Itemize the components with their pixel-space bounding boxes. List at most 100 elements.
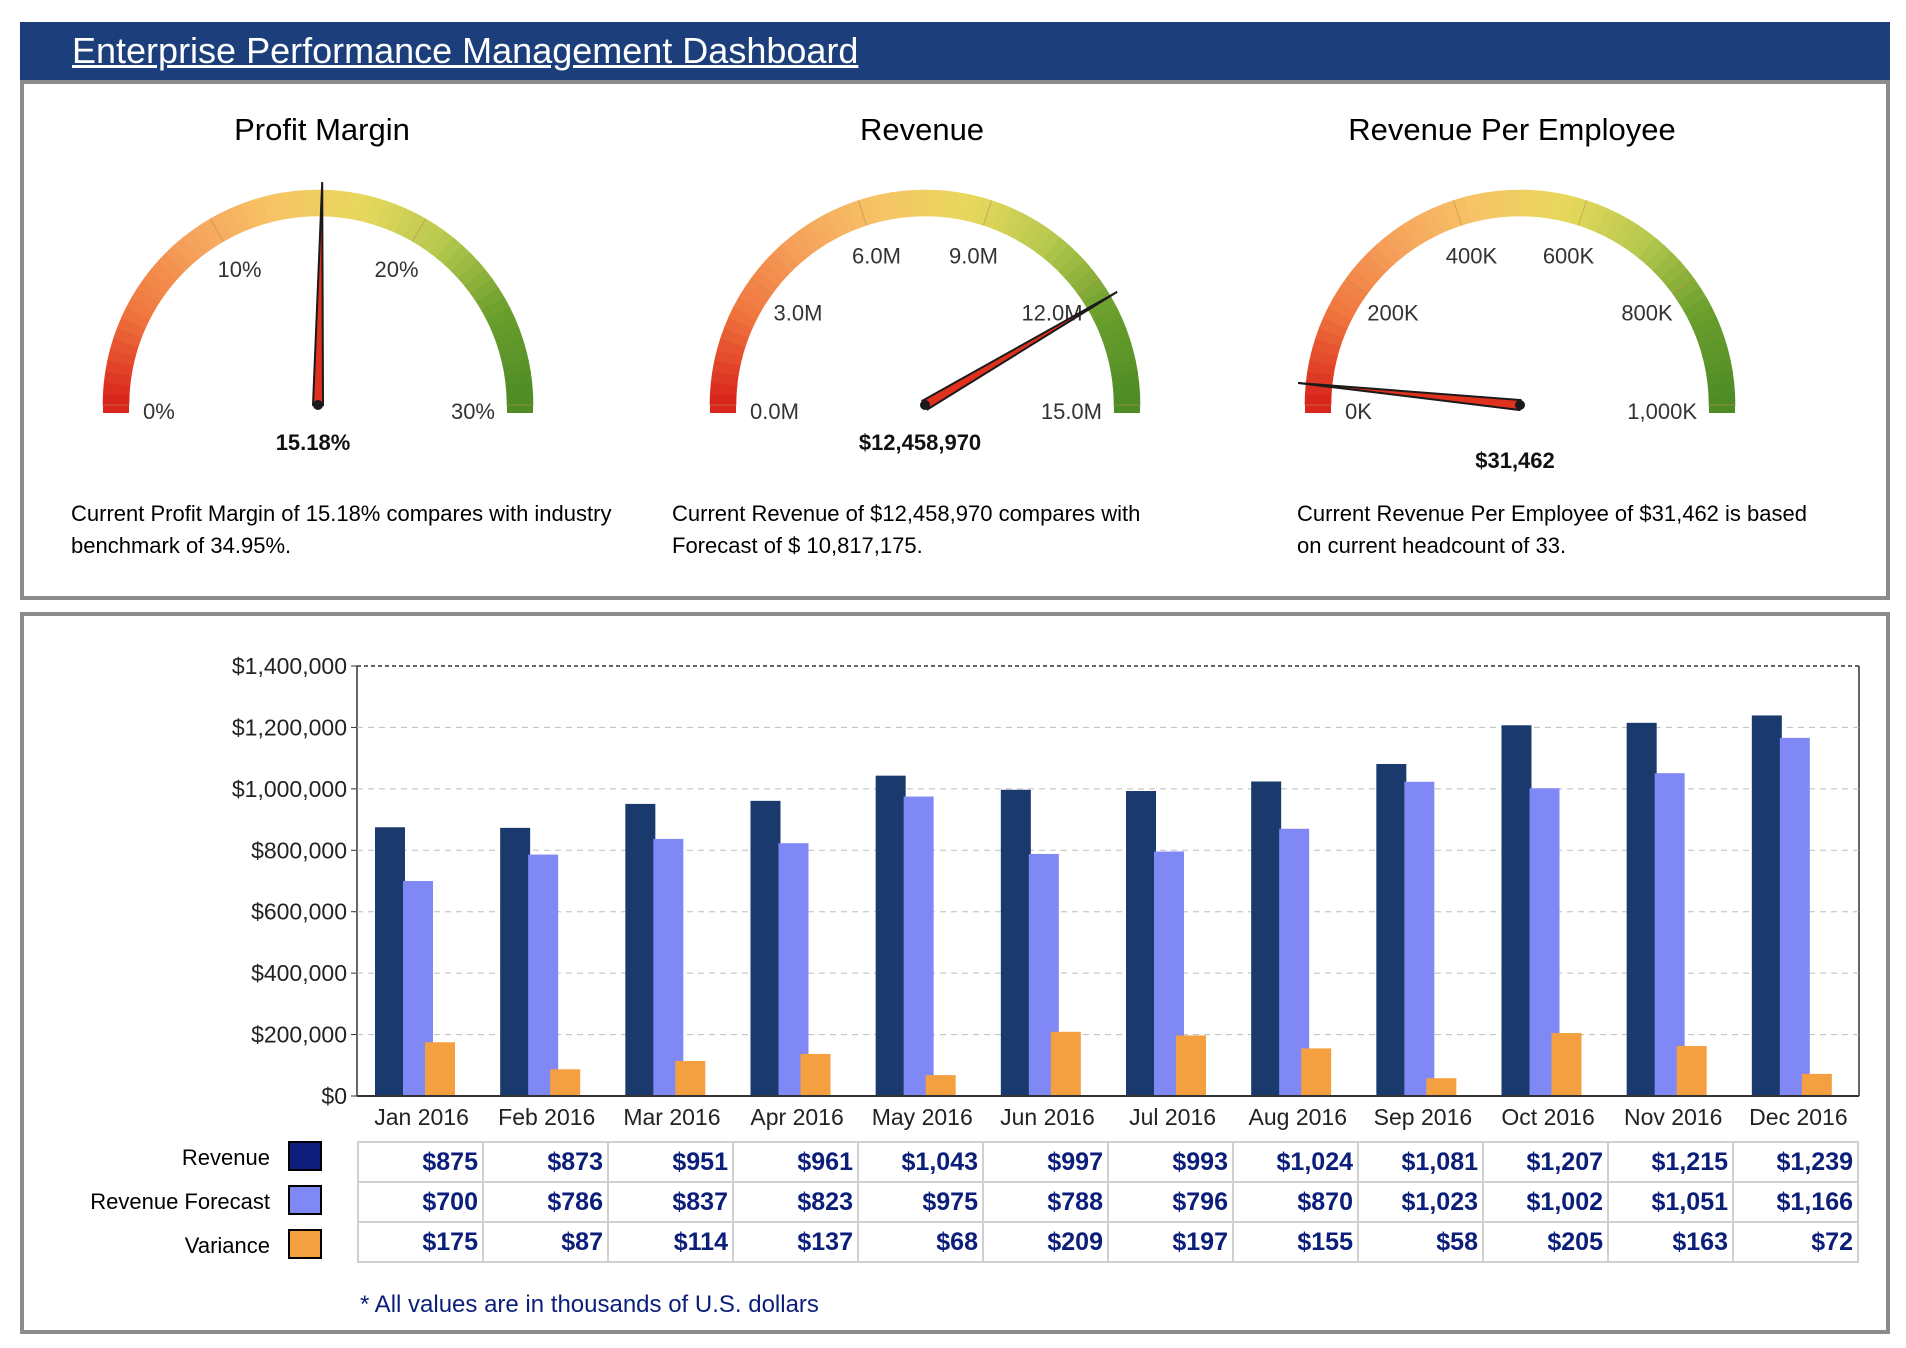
bar-revenue	[1501, 725, 1532, 1096]
bar-variance	[550, 1069, 581, 1096]
gauge-tick-label: 6.0M	[852, 244, 901, 269]
table-cell: $975	[857, 1181, 984, 1223]
bar-revenue-forecast	[528, 854, 559, 1096]
table-row: $875 $873 $951 $961 $1,043 $997 $993 $1,024 $1,0…	[357, 1141, 1859, 1183]
gauge-tick	[210, 218, 224, 242]
table-cell: $951	[607, 1141, 734, 1183]
gauge-needle	[921, 290, 1118, 411]
bar-variance	[425, 1042, 455, 1096]
table-cell: $1,043	[857, 1141, 984, 1183]
y-tick-label: $1,400,000	[232, 653, 347, 679]
x-tick-label: Oct 2016	[1501, 1104, 1594, 1130]
table-cell: $58	[1357, 1221, 1484, 1263]
y-tick-label: $1,200,000	[232, 714, 347, 740]
table-cell: $870	[1232, 1181, 1359, 1223]
gauge-arc-base-left	[103, 403, 129, 413]
gauge-tick	[1077, 278, 1100, 295]
gauge-arc-base-right	[1709, 403, 1735, 413]
gauge-tick-label: 12.0M	[1021, 301, 1082, 326]
gauge-tick-label: 1,000K	[1627, 399, 1697, 424]
gauge-needle-hub	[1515, 400, 1525, 410]
bar-revenue-forecast	[653, 838, 684, 1096]
legend-swatch-revenue	[288, 1141, 322, 1171]
x-tick-label: Sep 2016	[1374, 1104, 1472, 1130]
table-row: $700 $786 $837 $823 $975 $788 $796 $870 $1,023 $1…	[357, 1181, 1859, 1223]
bar-revenue	[625, 803, 656, 1096]
table-cell: $823	[732, 1181, 859, 1223]
gauge-tick	[1345, 278, 1368, 295]
bar-variance	[1801, 1073, 1832, 1096]
bar-variance	[1426, 1078, 1457, 1096]
bar-revenue	[1376, 763, 1407, 1096]
gauge-arc-base-right	[507, 403, 533, 413]
gauge-tick-label: 30%	[451, 399, 495, 424]
bar-revenue	[1000, 789, 1031, 1096]
table-cell: $875	[357, 1141, 484, 1183]
gauges-svg: 0% 10% 20% 30% 15.18% 0.0M 3.0M 6.0M 9.0M 12.0M 15…	[102, 181, 1736, 473]
gauge-tick-label: 3.0M	[774, 301, 823, 326]
bar-variance	[925, 1075, 956, 1096]
gauge-profit-margin: 0% 10% 20% 30% 15.18%	[102, 181, 534, 455]
legend-swatch-forecast	[288, 1185, 322, 1215]
table-cell: $197	[1107, 1221, 1234, 1263]
y-tick-label: $200,000	[251, 1022, 347, 1048]
gauge-tick	[750, 278, 773, 295]
title-bar: Enterprise Performance Management Dashbo…	[20, 22, 1890, 80]
y-tick-label: $600,000	[251, 899, 347, 925]
table-cell: $68	[857, 1221, 984, 1263]
x-tick-label: Mar 2016	[623, 1104, 720, 1130]
gauge-tick	[858, 200, 868, 226]
table-cell: $1,239	[1732, 1141, 1859, 1183]
table-cell: $786	[482, 1181, 609, 1223]
bar-variance	[1551, 1033, 1582, 1096]
gauge-tick-label: 0K	[1345, 399, 1372, 424]
bar-variance	[675, 1060, 706, 1096]
table-cell: $837	[607, 1181, 734, 1223]
gauge-tick-label: 0%	[143, 399, 175, 424]
x-tick-label: Jan 2016	[374, 1104, 469, 1130]
bar-variance	[1301, 1048, 1332, 1096]
gauge-needle-hub	[313, 400, 323, 410]
x-tick-label: Apr 2016	[750, 1104, 843, 1130]
gauge-tick	[1453, 200, 1463, 226]
bar-revenue	[500, 827, 531, 1096]
table-cell: $209	[982, 1221, 1109, 1263]
gauge-arc-segment	[506, 393, 534, 407]
table-cell: $700	[357, 1181, 484, 1223]
x-tick-label: Jun 2016	[1000, 1104, 1095, 1130]
legend-label-revenue: Revenue	[181, 1145, 270, 1170]
table-cell: $163	[1607, 1221, 1734, 1263]
table-cell: $993	[1107, 1141, 1234, 1183]
bar-revenue-forecast	[1779, 737, 1810, 1096]
dashboard-title-link[interactable]: Enterprise Performance Management Dashbo…	[72, 30, 859, 71]
table-cell: $205	[1482, 1221, 1609, 1263]
bar-revenue	[375, 827, 405, 1096]
bar-revenue	[1251, 781, 1282, 1096]
gauge-revenue-per-employee: 0K 200K 400K 600K 800K 1,000K $31,462	[1297, 189, 1736, 473]
gauge-arc-segment	[913, 189, 927, 217]
legend-swatch-variance	[288, 1229, 322, 1259]
x-tick-label: Dec 2016	[1749, 1104, 1847, 1130]
gauge-arc-base-left	[1305, 403, 1331, 413]
x-tick-label: Nov 2016	[1624, 1104, 1722, 1130]
bar-variance	[1050, 1031, 1081, 1096]
gauge-tick	[1577, 200, 1587, 226]
gauge-value-label: 15.18%	[276, 430, 351, 455]
gauge-arc-segment	[1508, 189, 1522, 217]
gauge-description-revenue: Current Revenue of $12,458,970 compares …	[672, 501, 1141, 558]
table-cell: $1,081	[1357, 1141, 1484, 1183]
bar-variance	[1676, 1045, 1707, 1096]
table-cell: $72	[1732, 1221, 1859, 1263]
bar-revenue	[1751, 715, 1782, 1096]
table-row: $175 $87 $114 $137 $68 $209 $197 $155 $58 $205 $16…	[357, 1221, 1859, 1263]
table-cell: $155	[1232, 1221, 1359, 1263]
gauge-tick-label: 10%	[217, 257, 261, 282]
gauge-arc-base-left	[710, 403, 736, 413]
data-table: $875 $873 $951 $961 $1,043 $997 $993 $1,024 $1,0…	[357, 1141, 1859, 1263]
gauge-title-revenue: Revenue	[859, 112, 985, 147]
bar-variance	[1176, 1035, 1206, 1096]
y-tick-label: $0	[321, 1083, 347, 1109]
y-tick-label: $800,000	[251, 837, 347, 863]
gauge-title-profit-margin: Profit Margin	[234, 112, 410, 147]
x-tick-label: Jul 2016	[1129, 1104, 1216, 1130]
